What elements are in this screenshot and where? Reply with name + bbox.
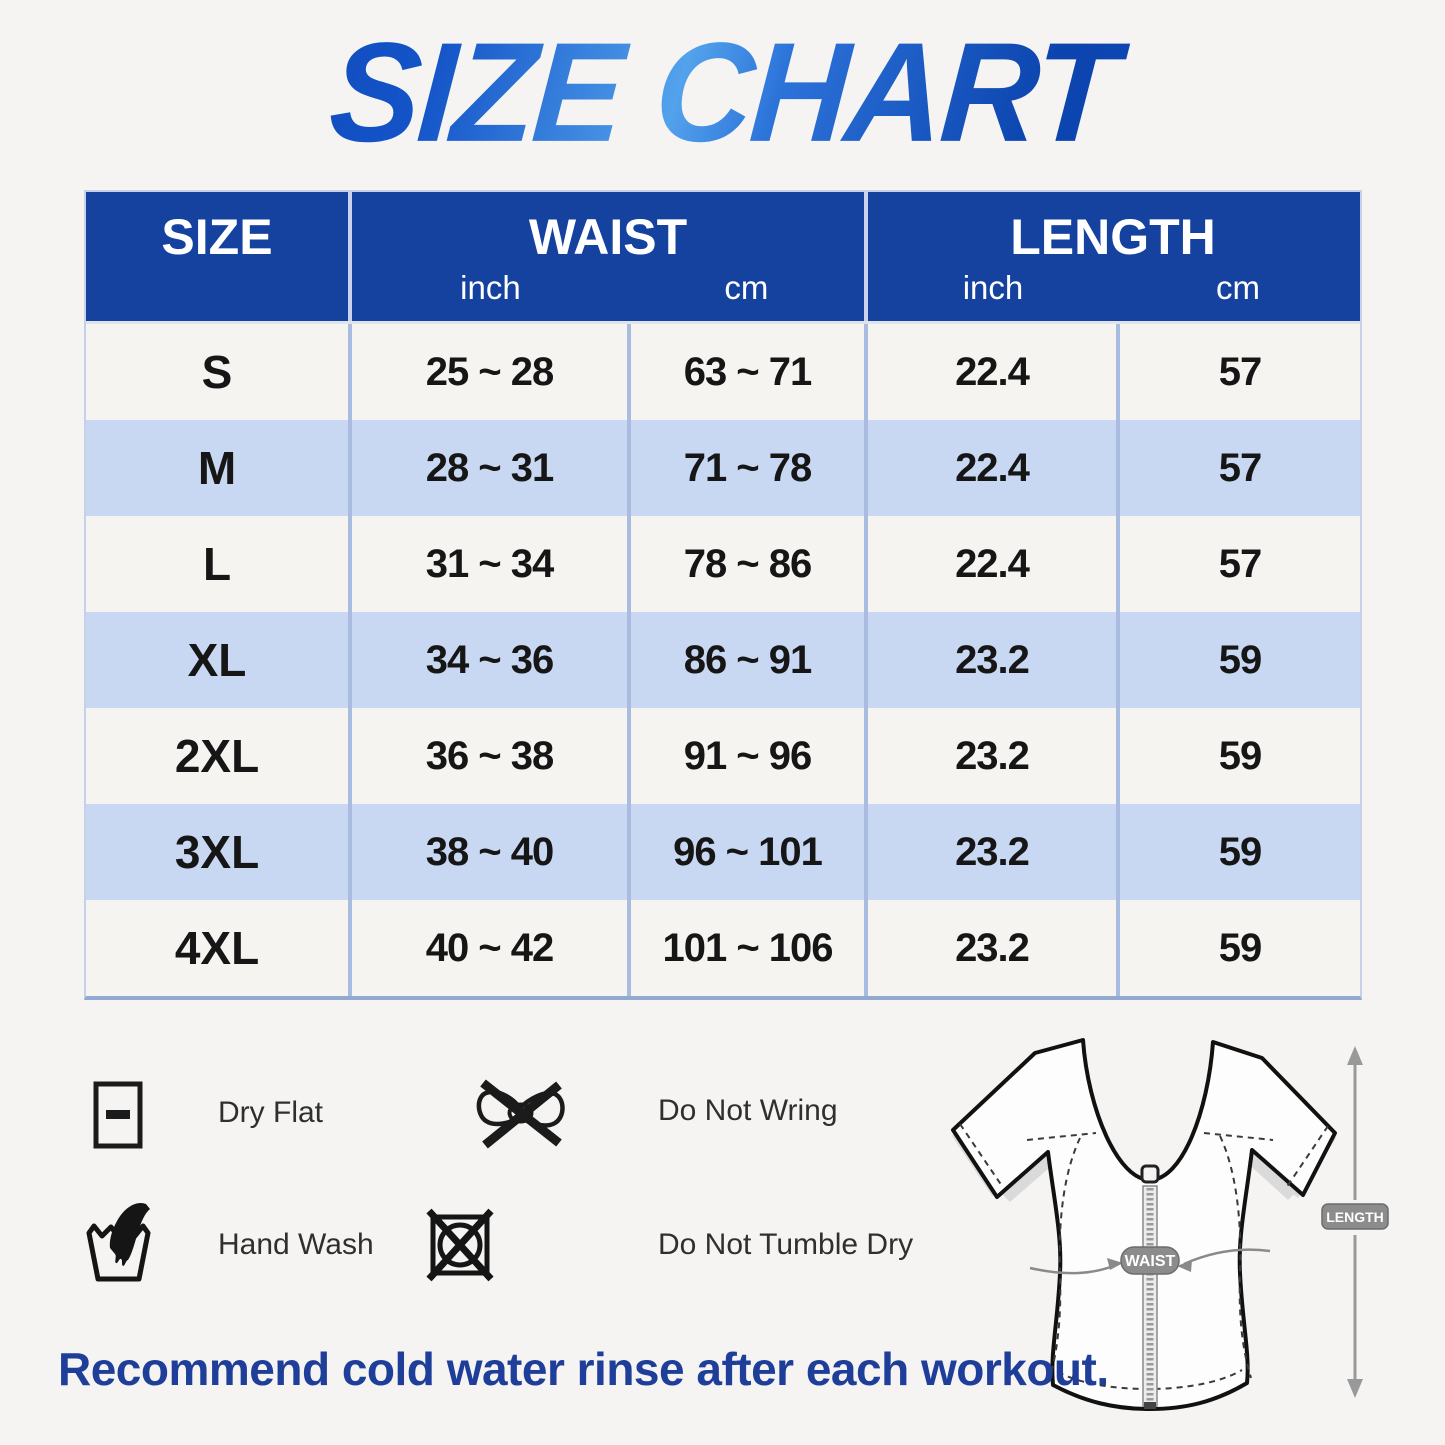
table-row: 4XL 40 ~ 42 101 ~ 106 23.2 59 [86,900,1360,996]
table-row: M 28 ~ 31 71 ~ 78 22.4 57 [86,420,1360,516]
header-size-label: SIZE [161,209,273,265]
length-cm-cell: 57 [1116,324,1360,420]
table-row: XL 34 ~ 36 86 ~ 91 23.2 59 [86,612,1360,708]
waist-cm-cell: 63 ~ 71 [627,324,864,420]
length-pill-label: LENGTH [1326,1209,1384,1225]
table-row: 2XL 36 ~ 38 91 ~ 96 23.2 59 [86,708,1360,804]
length-cm-cell: 59 [1116,804,1360,900]
length-inch-cell: 23.2 [864,900,1116,996]
length-inch-cell: 22.4 [864,516,1116,612]
zipper-pull [1140,1164,1160,1184]
header-waist-cm: cm [724,269,769,306]
waist-inch-cell: 28 ~ 31 [348,420,627,516]
hand-wash-label: Hand Wash [218,1228,374,1261]
dry-flat-label: Dry Flat [218,1096,323,1129]
hand-wash-icon [86,1202,151,1282]
do-not-tumble-dry-label: Do Not Tumble Dry [658,1228,914,1261]
waist-inch-cell: 38 ~ 40 [348,804,627,900]
waist-cm-cell: 101 ~ 106 [627,900,864,996]
zipper [1140,1164,1160,1409]
length-inch-cell: 23.2 [864,612,1116,708]
table-row: S 25 ~ 28 63 ~ 71 22.4 57 [86,324,1360,420]
size-cell: S [86,324,348,420]
length-annotation: LENGTH [1321,1046,1389,1398]
length-inch-cell: 22.4 [864,324,1116,420]
header-waist-label: WAIST [528,209,688,265]
waist-cm-cell: 96 ~ 101 [627,804,864,900]
size-cell: XL [86,612,348,708]
size-table: SIZE WAIST inch cm LENGTH inch cm S 25 ~… [84,190,1362,1000]
header-length-inch: inch [962,269,1024,306]
length-inch-cell: 22.4 [864,420,1116,516]
waist-inch-cell: 31 ~ 34 [348,516,627,612]
dry-flat-icon [93,1081,143,1149]
header-waist-group: WAIST inch cm [348,192,864,321]
waist-cm-cell: 91 ~ 96 [627,708,864,804]
left-underarm-shade [1002,1152,1056,1202]
length-cm-cell: 59 [1116,900,1360,996]
header-length-label: LENGTH [1010,209,1216,265]
length-inch-cell: 23.2 [864,804,1116,900]
table-row: 3XL 38 ~ 40 96 ~ 101 23.2 59 [86,804,1360,900]
right-underarm-shade [1244,1150,1296,1200]
length-inch-cell: 23.2 [864,708,1116,804]
seam-dashes [959,1123,1329,1390]
waist-inch-cell: 36 ~ 38 [348,708,627,804]
header-length-cm: cm [1215,269,1260,306]
length-cm-cell: 57 [1116,516,1360,612]
header-size: SIZE [86,192,348,321]
waist-inch-cell: 40 ~ 42 [348,900,627,996]
waist-cm-cell: 86 ~ 91 [627,612,864,708]
waist-inch-cell: 25 ~ 28 [348,324,627,420]
waist-annotation: WAIST [1029,1246,1271,1275]
table-header-row: SIZE WAIST inch cm LENGTH inch cm [86,192,1360,324]
size-cell: M [86,420,348,516]
length-cm-cell: 59 [1116,708,1360,804]
size-cell: L [86,516,348,612]
page-title: SIZE CHART [0,11,1445,173]
do-not-tumble-dry-icon [426,1208,494,1282]
footer-note: Recommend cold water rinse after each wo… [58,1343,1109,1395]
waist-inch-cell: 34 ~ 36 [348,612,627,708]
waist-cm-cell: 71 ~ 78 [627,420,864,516]
do-not-wring-label: Do Not Wring [658,1094,838,1127]
length-cm-cell: 59 [1116,612,1360,708]
header-length-group: LENGTH inch cm [864,192,1358,321]
waist-pill-label: WAIST [1125,1253,1176,1270]
header-length-units: inch cm [868,268,1358,308]
size-cell: 4XL [86,900,348,996]
garment-measurement-diagram: WAIST LENGTH [951,1038,1389,1411]
header-waist-inch: inch [460,269,521,306]
size-cell: 2XL [86,708,348,804]
table-row: L 31 ~ 34 78 ~ 86 22.4 57 [86,516,1360,612]
waist-cm-cell: 78 ~ 86 [627,516,864,612]
do-not-wring-icon [476,1079,565,1149]
size-cell: 3XL [86,804,348,900]
header-waist-units: inch cm [352,268,864,308]
length-cm-cell: 57 [1116,420,1360,516]
